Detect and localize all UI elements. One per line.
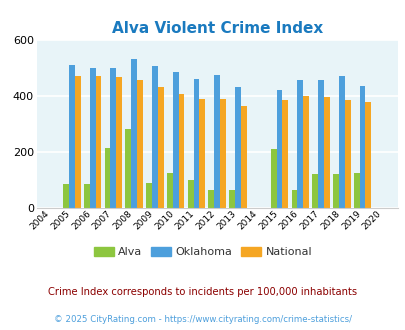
- Title: Alva Violent Crime Index: Alva Violent Crime Index: [111, 21, 322, 36]
- Bar: [214, 75, 220, 208]
- Bar: [63, 184, 69, 208]
- Bar: [276, 90, 282, 208]
- Bar: [208, 190, 214, 208]
- Bar: [311, 174, 318, 208]
- Bar: [146, 183, 151, 208]
- Bar: [338, 76, 344, 208]
- Bar: [137, 80, 143, 208]
- Bar: [69, 65, 75, 208]
- Bar: [173, 72, 178, 208]
- Bar: [303, 96, 308, 208]
- Bar: [344, 100, 350, 208]
- Bar: [125, 129, 131, 208]
- Bar: [178, 94, 184, 208]
- Bar: [291, 190, 296, 208]
- Bar: [318, 80, 323, 208]
- Text: © 2025 CityRating.com - https://www.cityrating.com/crime-statistics/: © 2025 CityRating.com - https://www.city…: [54, 315, 351, 324]
- Bar: [131, 59, 137, 208]
- Bar: [364, 102, 371, 208]
- Bar: [187, 180, 193, 208]
- Bar: [104, 148, 110, 208]
- Bar: [151, 66, 158, 208]
- Bar: [166, 173, 173, 208]
- Bar: [296, 80, 303, 208]
- Bar: [353, 173, 359, 208]
- Bar: [95, 76, 101, 208]
- Bar: [199, 99, 205, 208]
- Bar: [229, 190, 234, 208]
- Bar: [84, 184, 90, 208]
- Bar: [282, 100, 288, 208]
- Bar: [90, 68, 95, 208]
- Bar: [270, 149, 276, 208]
- Bar: [110, 68, 116, 208]
- Bar: [158, 87, 163, 208]
- Bar: [116, 78, 122, 208]
- Bar: [323, 97, 329, 208]
- Bar: [240, 106, 246, 208]
- Bar: [220, 99, 225, 208]
- Bar: [234, 87, 240, 208]
- Bar: [332, 174, 338, 208]
- Text: Crime Index corresponds to incidents per 100,000 inhabitants: Crime Index corresponds to incidents per…: [48, 287, 357, 297]
- Bar: [193, 79, 199, 208]
- Legend: Alva, Oklahoma, National: Alva, Oklahoma, National: [89, 242, 316, 262]
- Bar: [75, 76, 80, 208]
- Bar: [359, 86, 364, 208]
